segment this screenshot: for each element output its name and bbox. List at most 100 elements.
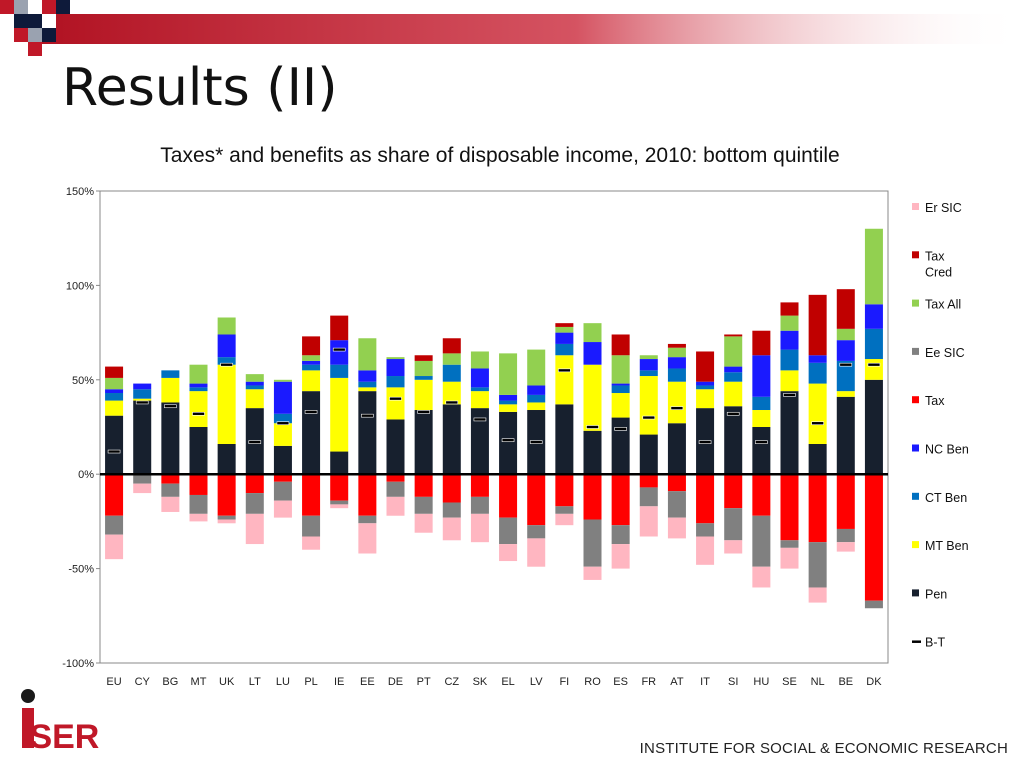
- bar-segment-mt-ben: [470, 391, 489, 409]
- bar-segment-tax-all: [639, 355, 658, 360]
- bar-segment-ct-ben: [639, 370, 658, 377]
- bar-segment-tax: [780, 474, 799, 541]
- bar-segment-ct-ben: [161, 370, 180, 378]
- bt-marker: [220, 362, 233, 367]
- bar-segment-tax-all: [667, 347, 686, 358]
- bar-segment-tax-cred: [105, 366, 124, 378]
- bar-segment-mt-ben: [639, 376, 658, 435]
- bar-segment-mt-ben: [864, 359, 883, 380]
- bt-marker: [501, 438, 515, 443]
- bar-segment-er-sic: [133, 483, 152, 494]
- bar-segment-nc-ben: [273, 381, 292, 414]
- bt-marker: [107, 449, 121, 454]
- bar-segment-tax-all: [217, 317, 236, 335]
- bar-segment-mt-ben: [808, 383, 827, 444]
- bar-segment-er-sic: [780, 547, 799, 569]
- bar-segment-tax-cred: [330, 315, 349, 341]
- bar-segment-tax-cred: [808, 294, 827, 356]
- bar-segment-pen: [442, 404, 461, 475]
- bt-marker: [839, 362, 853, 367]
- bar-segment-tax: [442, 474, 461, 503]
- legend-swatch-nc-ben: [912, 444, 919, 452]
- bar-segment-tax-all: [358, 338, 377, 371]
- legend-label: CT Ben: [925, 491, 967, 505]
- bar-segment-ct-ben: [724, 372, 743, 382]
- bt-marker: [698, 440, 712, 444]
- bar-segment-tax-cred: [667, 343, 686, 348]
- bar-segment-mt-ben: [105, 400, 124, 416]
- bar-segment-er-sic: [161, 496, 180, 512]
- bar-segment-pen: [189, 427, 208, 475]
- bar-segment-mt-ben: [161, 377, 180, 403]
- bar-segment-tax-all: [105, 377, 124, 390]
- bt-marker: [586, 425, 599, 429]
- bt-marker: [755, 440, 768, 444]
- bt-marker: [361, 413, 374, 418]
- legend-swatch-tax-all: [912, 299, 919, 307]
- bar-segment-nc-ben: [836, 340, 855, 361]
- bar-segment-mt-ben: [442, 381, 461, 405]
- bar-segment-nc-ben: [808, 355, 827, 363]
- bar-segment-pen: [583, 430, 602, 475]
- logo-dot: [21, 689, 35, 703]
- bar-segment-tax: [639, 474, 658, 488]
- bar-segment-tax-all: [470, 351, 489, 369]
- bt-marker: [332, 347, 346, 352]
- bar-segment-ee-sic: [808, 542, 827, 588]
- header-square: [28, 42, 42, 56]
- bar-segment-pen: [499, 411, 518, 475]
- bar-segment-ee-sic: [133, 474, 152, 484]
- bar-segment-er-sic: [217, 519, 236, 524]
- bar-segment-er-sic: [105, 534, 124, 560]
- bar-segment-nc-ben: [696, 381, 715, 386]
- bar-segment-ct-ben: [752, 396, 771, 411]
- legend-label: B-T: [925, 636, 946, 650]
- x-tick-label: MT: [191, 676, 207, 688]
- bar-segment-tax: [358, 474, 377, 516]
- x-tick-label: IE: [334, 676, 344, 688]
- bar-segment-pen: [864, 379, 883, 475]
- bar-segment-tax: [414, 474, 433, 497]
- header-square: [42, 28, 56, 42]
- bar-segment-tax: [667, 474, 686, 492]
- y-tick-label: 0%: [78, 469, 94, 481]
- bar-segment-mt-ben: [696, 389, 715, 409]
- bar-segment-ct-ben: [836, 360, 855, 392]
- bar-segment-nc-ben: [217, 334, 236, 358]
- bar-segment-ee-sic: [780, 540, 799, 548]
- bar-segment-ct-ben: [470, 387, 489, 392]
- bar-segment-tax: [724, 474, 743, 509]
- bar-segment-mt-ben: [555, 355, 574, 405]
- y-tick-label: 150%: [66, 186, 94, 198]
- bar-segment-pen: [330, 451, 349, 475]
- header-square: [42, 0, 56, 14]
- x-tick-label: LT: [249, 676, 261, 688]
- logo-text: iSER: [20, 718, 99, 754]
- bar-segment-tax: [527, 474, 546, 526]
- legend-label: NC Ben: [925, 443, 969, 457]
- plot-frame: [99, 190, 889, 664]
- bar-segment-pen: [414, 410, 433, 475]
- bar-segment-ee-sic: [217, 515, 236, 520]
- bar-segment-mt-ben: [724, 381, 743, 407]
- bar-segment-ee-sic: [499, 517, 518, 545]
- bar-segment-ee-sic: [245, 493, 264, 514]
- bar-segment-er-sic: [527, 538, 546, 567]
- bar-segment-nc-ben: [358, 370, 377, 382]
- legend-swatch-ct-ben: [912, 492, 919, 500]
- bar-segment-tax-cred: [752, 330, 771, 356]
- bar-segment-nc-ben: [386, 359, 405, 377]
- bar-segment-tax: [583, 474, 602, 520]
- bar-segment-pen: [386, 419, 405, 475]
- bar-segment-ct-ben: [611, 385, 630, 394]
- legend-swatch-ee-sic: [912, 347, 919, 355]
- bar-segment-nc-ben: [583, 342, 602, 365]
- x-tick-label: DK: [866, 676, 882, 688]
- x-tick-label: PL: [304, 676, 317, 688]
- bt-marker: [389, 396, 402, 401]
- x-tick-label: IT: [700, 676, 710, 688]
- bar-segment-pen: [105, 415, 124, 475]
- bar-segment-nc-ben: [330, 340, 349, 365]
- bar-segment-ee-sic: [386, 481, 405, 497]
- bar-segment-ct-ben: [105, 393, 124, 401]
